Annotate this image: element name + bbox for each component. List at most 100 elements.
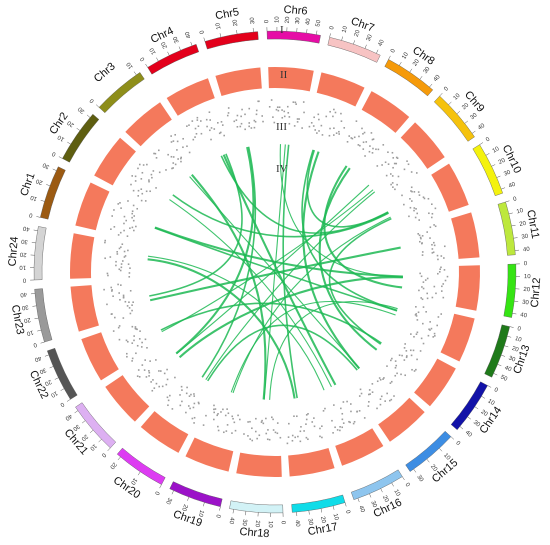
- tick-mark: [474, 406, 479, 410]
- scatter-point: [250, 127, 253, 129]
- tick-mark: [67, 141, 71, 145]
- chromosome-band-chr5: [204, 31, 259, 50]
- tick-mark: [512, 313, 517, 315]
- tick-label: 20: [79, 433, 88, 442]
- scatter-point: [261, 115, 264, 117]
- scatter-point: [422, 322, 424, 325]
- tick-mark: [316, 30, 318, 35]
- synteny-link: [169, 199, 332, 388]
- scatter-point: [318, 118, 320, 121]
- scatter-point: [346, 400, 348, 403]
- scatter-point: [288, 422, 290, 425]
- scatter-point: [239, 418, 241, 421]
- synteny-link: [207, 324, 358, 382]
- scatter-point: [364, 155, 366, 157]
- scatter-point: [202, 424, 205, 426]
- chromosome-band-chr21: [75, 402, 117, 449]
- scatter-point: [131, 216, 133, 219]
- scatter-point: [372, 138, 375, 140]
- synteny-link: [175, 146, 255, 355]
- scatter-point: [294, 101, 297, 104]
- scatter-point: [371, 138, 374, 141]
- scatter-point: [153, 152, 155, 155]
- scatter-point: [429, 226, 432, 229]
- scatter-point: [158, 171, 161, 174]
- scatter-point: [414, 216, 417, 219]
- scatter-point: [296, 415, 298, 418]
- chromosome-band-chr15: [405, 430, 452, 472]
- density-block-chr1: [75, 182, 110, 231]
- scatter-point: [120, 207, 122, 209]
- chromosome-label-chr7: Chr7: [349, 15, 375, 34]
- scatter-point: [119, 269, 122, 272]
- scatter-point: [128, 272, 131, 274]
- tick-mark: [369, 493, 372, 498]
- tick-label: 10: [19, 264, 26, 270]
- scatter-point: [391, 182, 394, 184]
- scatter-point: [433, 335, 436, 337]
- scatter-point: [379, 379, 382, 381]
- tick-label: 40: [185, 30, 193, 39]
- scatter-point: [377, 148, 380, 151]
- scatter-point: [415, 315, 418, 317]
- scatter-point: [417, 233, 420, 235]
- synteny-link: [328, 217, 392, 345]
- synteny-link: [222, 154, 337, 386]
- scatter-point: [145, 190, 148, 193]
- scatter-point: [297, 435, 299, 438]
- scatter-point: [360, 392, 363, 395]
- scatter-point: [118, 338, 121, 341]
- scatter-point: [391, 357, 393, 360]
- scatter-point: [333, 404, 335, 406]
- scatter-point: [431, 296, 434, 299]
- scatter-point: [149, 190, 151, 193]
- tick-mark: [58, 156, 63, 159]
- scatter-point: [121, 243, 124, 246]
- scatter-point: [129, 312, 132, 315]
- tick-label: 10: [486, 398, 495, 407]
- scatter-point: [135, 225, 137, 228]
- scatter-point: [362, 141, 365, 144]
- scatter-point: [181, 389, 183, 391]
- scatter-point: [421, 286, 423, 288]
- tick-label: 30: [503, 169, 512, 177]
- scatter-point: [261, 419, 263, 422]
- scatter-point: [433, 224, 435, 226]
- scatter-point: [148, 371, 151, 374]
- scatter-point: [181, 400, 183, 403]
- tick-mark: [40, 200, 45, 202]
- synteny-link: [172, 194, 389, 238]
- tick-label: 10: [29, 194, 38, 202]
- tick-label: 20: [108, 461, 117, 470]
- tick-label: 20: [429, 464, 438, 473]
- chromosome-label-chr23: Chr23: [9, 304, 26, 336]
- scatter-point: [293, 415, 295, 418]
- tick-mark: [203, 37, 206, 42]
- scatter-point: [210, 127, 213, 129]
- tick-mark: [439, 92, 443, 97]
- scatter-point: [359, 388, 362, 391]
- scatter-point: [188, 124, 190, 126]
- scatter-point: [186, 145, 188, 148]
- tick-label: 10: [275, 16, 281, 23]
- tick-label: 0: [280, 521, 286, 525]
- scatter-point: [429, 329, 431, 331]
- chromosome-band-chr23: [34, 288, 53, 343]
- scatter-point: [390, 398, 393, 401]
- synteny-link: [161, 189, 374, 333]
- scatter-point: [312, 125, 315, 127]
- scatter-point: [210, 138, 212, 141]
- tick-mark: [508, 212, 513, 215]
- scatter-point: [197, 125, 200, 128]
- tick-mark: [344, 502, 347, 507]
- scatter-point: [443, 269, 446, 271]
- tick-label: 0: [524, 261, 528, 267]
- tick-mark: [511, 224, 516, 227]
- scatter-point: [363, 131, 366, 134]
- scatter-point: [226, 408, 228, 410]
- tick-label: 30: [415, 474, 424, 483]
- scatter-point: [143, 369, 146, 371]
- scatter-point: [390, 359, 392, 362]
- scatter-point: [363, 417, 366, 419]
- scatter-point: [299, 440, 302, 443]
